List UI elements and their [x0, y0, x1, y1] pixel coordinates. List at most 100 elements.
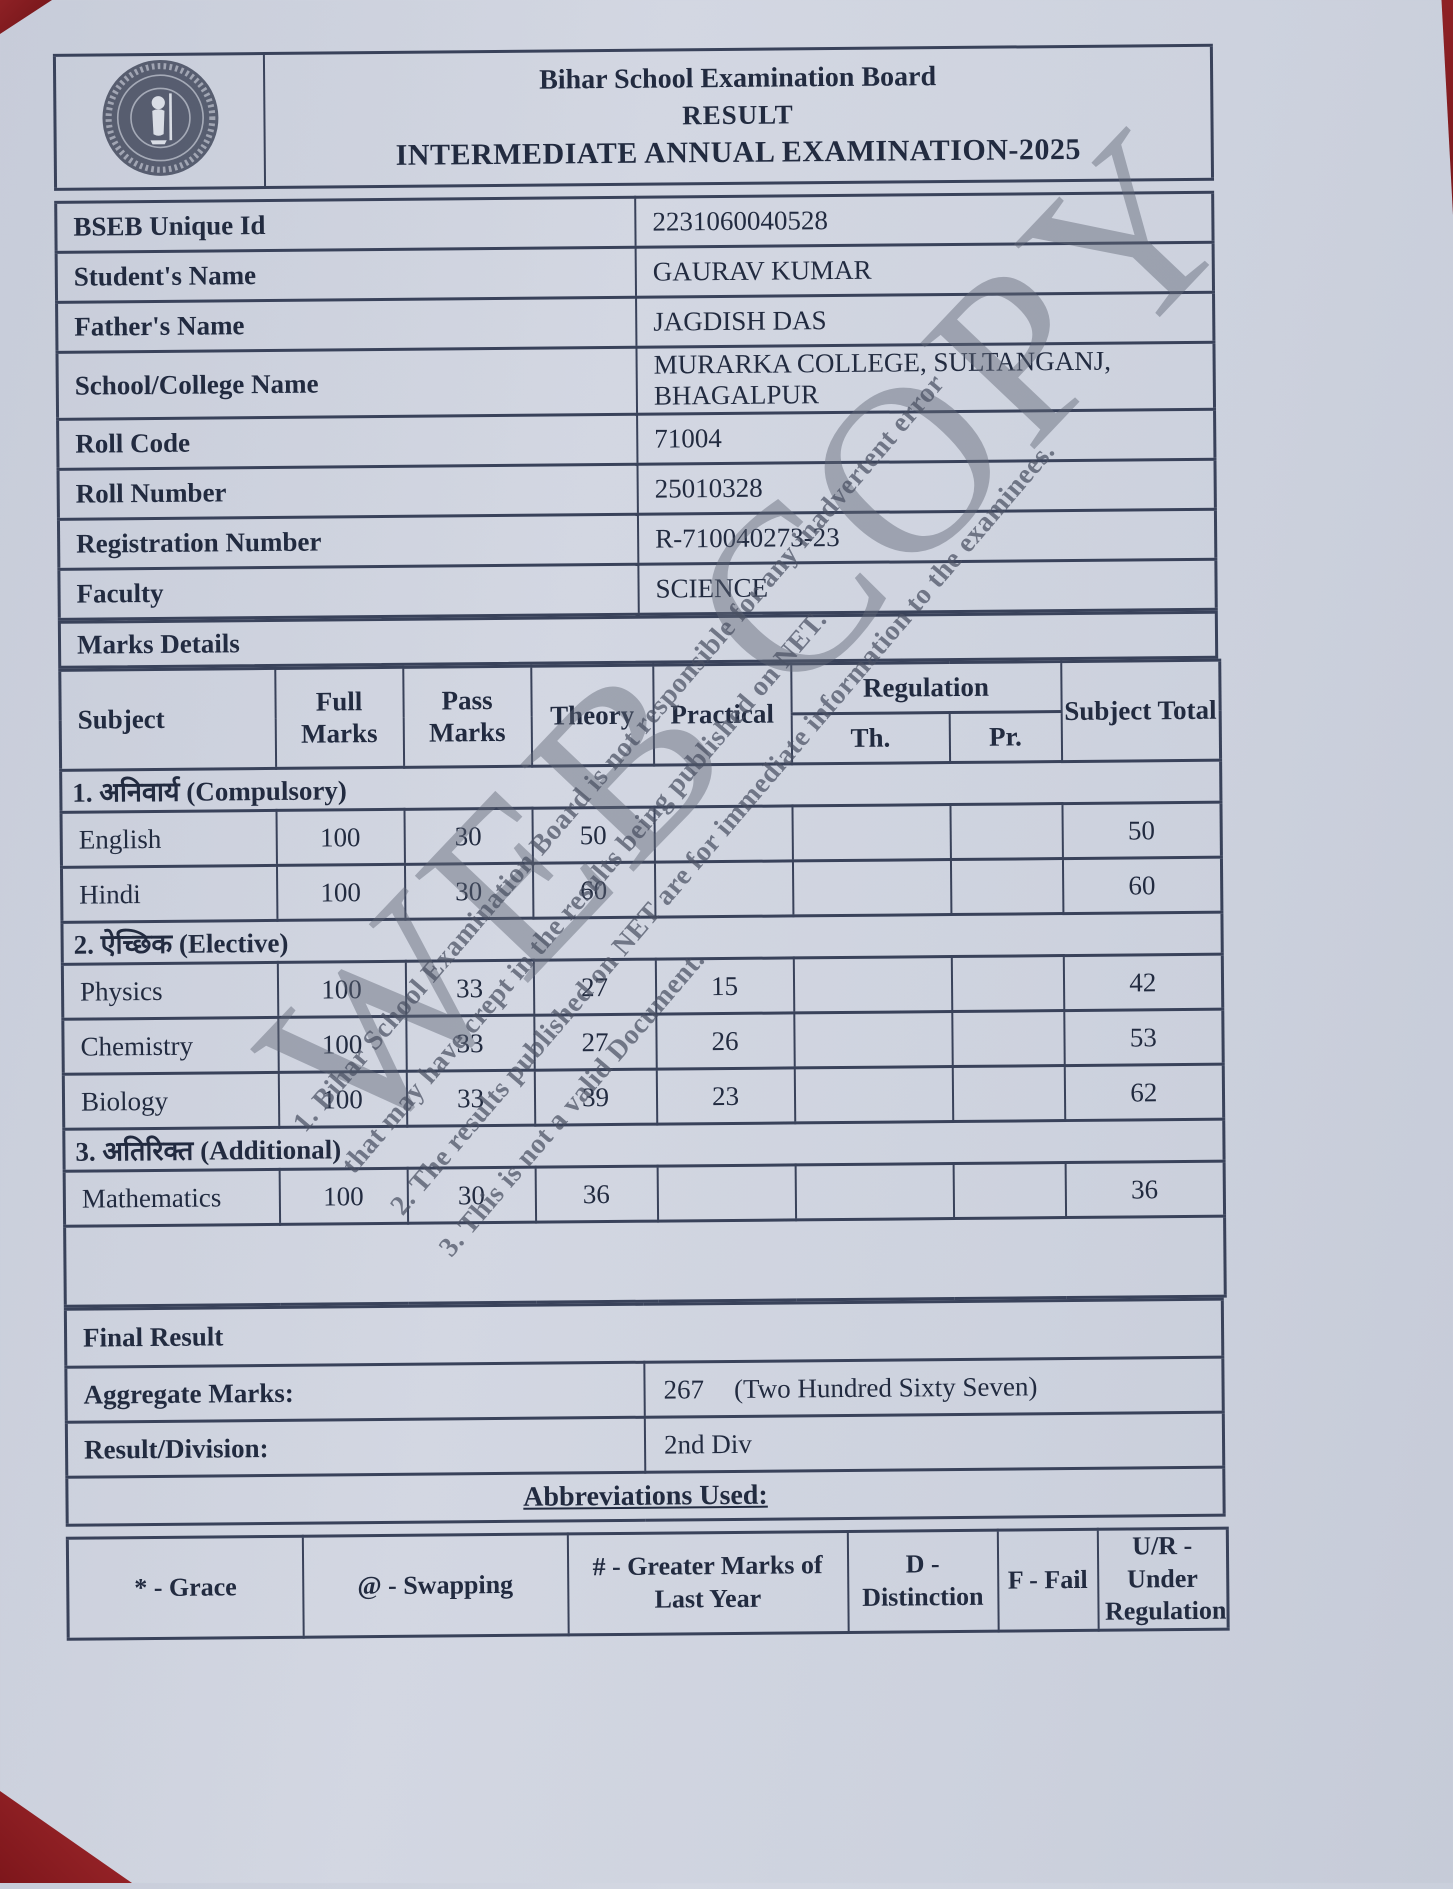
- aggregate-row: Aggregate Marks: 267 (Two Hundred Sixty S…: [66, 1357, 1223, 1422]
- cell-full: 100: [278, 1071, 406, 1127]
- abbreviations-row: * - Grace @ - Swapping # - Greater Marks…: [67, 1528, 1228, 1639]
- cell-full: 100: [277, 961, 405, 1017]
- col-header-reg-th: Th.: [791, 713, 949, 764]
- cell-subject: Physics: [62, 962, 277, 1019]
- aggregate-label: Aggregate Marks:: [66, 1362, 645, 1422]
- abbr-under-regulation: U/R - Under Regulation: [1097, 1528, 1228, 1630]
- info-value: R-710040273-23: [638, 509, 1216, 564]
- info-label: Roll Code: [58, 414, 638, 469]
- row-english: English 100 30 50 50: [61, 802, 1221, 867]
- cell-subject: Chemistry: [63, 1017, 278, 1074]
- abbr-swapping: @ - Swapping: [302, 1534, 568, 1637]
- cell-theory: 36: [535, 1166, 657, 1222]
- info-value: 71004: [637, 409, 1215, 464]
- info-label: School/College Name: [57, 347, 637, 419]
- abbr-greater-marks: # - Greater Marks of Last Year: [567, 1531, 848, 1634]
- aggregate-value: 267: [663, 1374, 704, 1404]
- cell-reg-pr: [951, 956, 1063, 1012]
- cell-total: 36: [1065, 1161, 1224, 1217]
- info-value: MURARKA COLLEGE, SULTANGANJ, BHAGALPUR: [636, 342, 1214, 414]
- col-header-practical: Practical: [653, 664, 792, 765]
- title-cell: Bihar School Examination Board RESULT IN…: [264, 45, 1213, 187]
- final-result-title: Final Result: [65, 1299, 1222, 1367]
- col-header-theory: Theory: [531, 665, 654, 766]
- abbr-fail: F - Fail: [997, 1529, 1098, 1630]
- info-value: 25010328: [637, 459, 1215, 514]
- col-header-full-marks: Full Marks: [275, 667, 404, 768]
- aggregate-words: (Two Hundred Sixty Seven): [734, 1371, 1038, 1404]
- cell-reg-th: [792, 860, 950, 916]
- cell-pass: 30: [404, 808, 532, 864]
- cell-practical: 26: [656, 1013, 794, 1069]
- cell-pass: 33: [406, 1070, 534, 1126]
- empty-cell: [65, 1216, 1226, 1306]
- cell-practical: 15: [655, 958, 793, 1014]
- cell-total: 50: [1062, 802, 1221, 858]
- col-header-subject-total: Subject Total: [1061, 660, 1221, 761]
- cell-practical: [654, 806, 792, 862]
- row-biology: Biology 100 33 39 23 62: [63, 1064, 1223, 1129]
- final-result-row: Final Result: [65, 1299, 1222, 1367]
- final-result-table: Final Result Aggregate Marks: 267 (Two Hu…: [64, 1298, 1226, 1527]
- info-value: SCIENCE: [638, 559, 1216, 614]
- cell-reg-pr: [952, 1011, 1064, 1067]
- col-header-regulation: Regulation: [791, 662, 1061, 714]
- cell-reg-th: [792, 805, 950, 861]
- abbreviations-heading-row: Abbreviations Used:: [67, 1467, 1224, 1525]
- header-table: Bihar School Examination Board RESULT IN…: [53, 44, 1214, 191]
- cell-pass: 30: [404, 863, 532, 919]
- abbreviations-table: * - Grace @ - Swapping # - Greater Marks…: [66, 1527, 1230, 1641]
- division-value: 2nd Div: [645, 1412, 1224, 1472]
- cell-theory: 50: [532, 807, 654, 863]
- cell-theory: 39: [534, 1069, 656, 1125]
- cell-practical: 23: [656, 1068, 794, 1124]
- info-row-school: School/College Name MURARKA COLLEGE, SUL…: [57, 342, 1215, 419]
- cell-theory: 60: [532, 862, 654, 918]
- empty-row: [65, 1216, 1226, 1306]
- info-value: JAGDISH DAS: [636, 292, 1214, 347]
- division-label: Result/Division:: [66, 1417, 645, 1477]
- abbr-distinction: D - Distinction: [847, 1530, 998, 1632]
- cell-reg-pr: [952, 1066, 1064, 1122]
- info-label: Roll Number: [58, 464, 638, 519]
- cell-pass: 30: [407, 1167, 535, 1223]
- abbreviations-heading-cell: Abbreviations Used:: [67, 1467, 1224, 1525]
- document-content: Bihar School Examination Board RESULT IN…: [53, 44, 1227, 1641]
- cell-total: 42: [1063, 954, 1222, 1010]
- cell-practical: [654, 861, 792, 917]
- col-header-pass-marks: Pass Marks: [403, 666, 532, 767]
- cell-total: 60: [1062, 857, 1221, 913]
- abbr-grace: * - Grace: [67, 1536, 303, 1639]
- division-row: Result/Division: 2nd Div: [66, 1412, 1223, 1477]
- bseb-seal-icon: [98, 56, 221, 179]
- cell-full: 100: [278, 1016, 406, 1072]
- cell-reg-pr: [950, 804, 1062, 860]
- abbreviations-title: Abbreviations Used:: [523, 1479, 768, 1512]
- row-hindi: Hindi 100 30 60 60: [61, 857, 1221, 922]
- cell-total: 53: [1064, 1009, 1223, 1065]
- row-chemistry: Chemistry 100 33 27 26 53: [63, 1009, 1223, 1074]
- info-label: Faculty: [59, 564, 639, 619]
- cell-reg-th: [793, 957, 951, 1013]
- cell-practical: [657, 1165, 795, 1221]
- cell-reg-pr: [950, 859, 1062, 915]
- cell-subject: English: [61, 810, 276, 867]
- cell-total: 62: [1064, 1064, 1223, 1120]
- cell-subject: Biology: [63, 1072, 278, 1129]
- marks-table: Subject Full Marks Pass Marks Theory Pra…: [58, 659, 1227, 1308]
- cell-reg-pr: [953, 1163, 1065, 1219]
- info-label: Father's Name: [57, 297, 637, 352]
- cell-reg-th: [795, 1164, 953, 1220]
- info-label: Student's Name: [56, 247, 636, 302]
- logo-cell: [54, 54, 265, 190]
- cell-full: 100: [276, 864, 404, 920]
- cell-subject: Mathematics: [64, 1169, 279, 1226]
- cell-pass: 33: [406, 1015, 534, 1071]
- info-label: Registration Number: [58, 514, 638, 569]
- aggregate-value-cell: 267 (Two Hundred Sixty Seven): [644, 1357, 1223, 1417]
- cell-full: 100: [279, 1168, 407, 1224]
- col-header-reg-pr: Pr.: [949, 712, 1061, 763]
- col-header-subject: Subject: [60, 668, 276, 770]
- cell-full: 100: [276, 809, 404, 865]
- cell-reg-th: [794, 1067, 952, 1123]
